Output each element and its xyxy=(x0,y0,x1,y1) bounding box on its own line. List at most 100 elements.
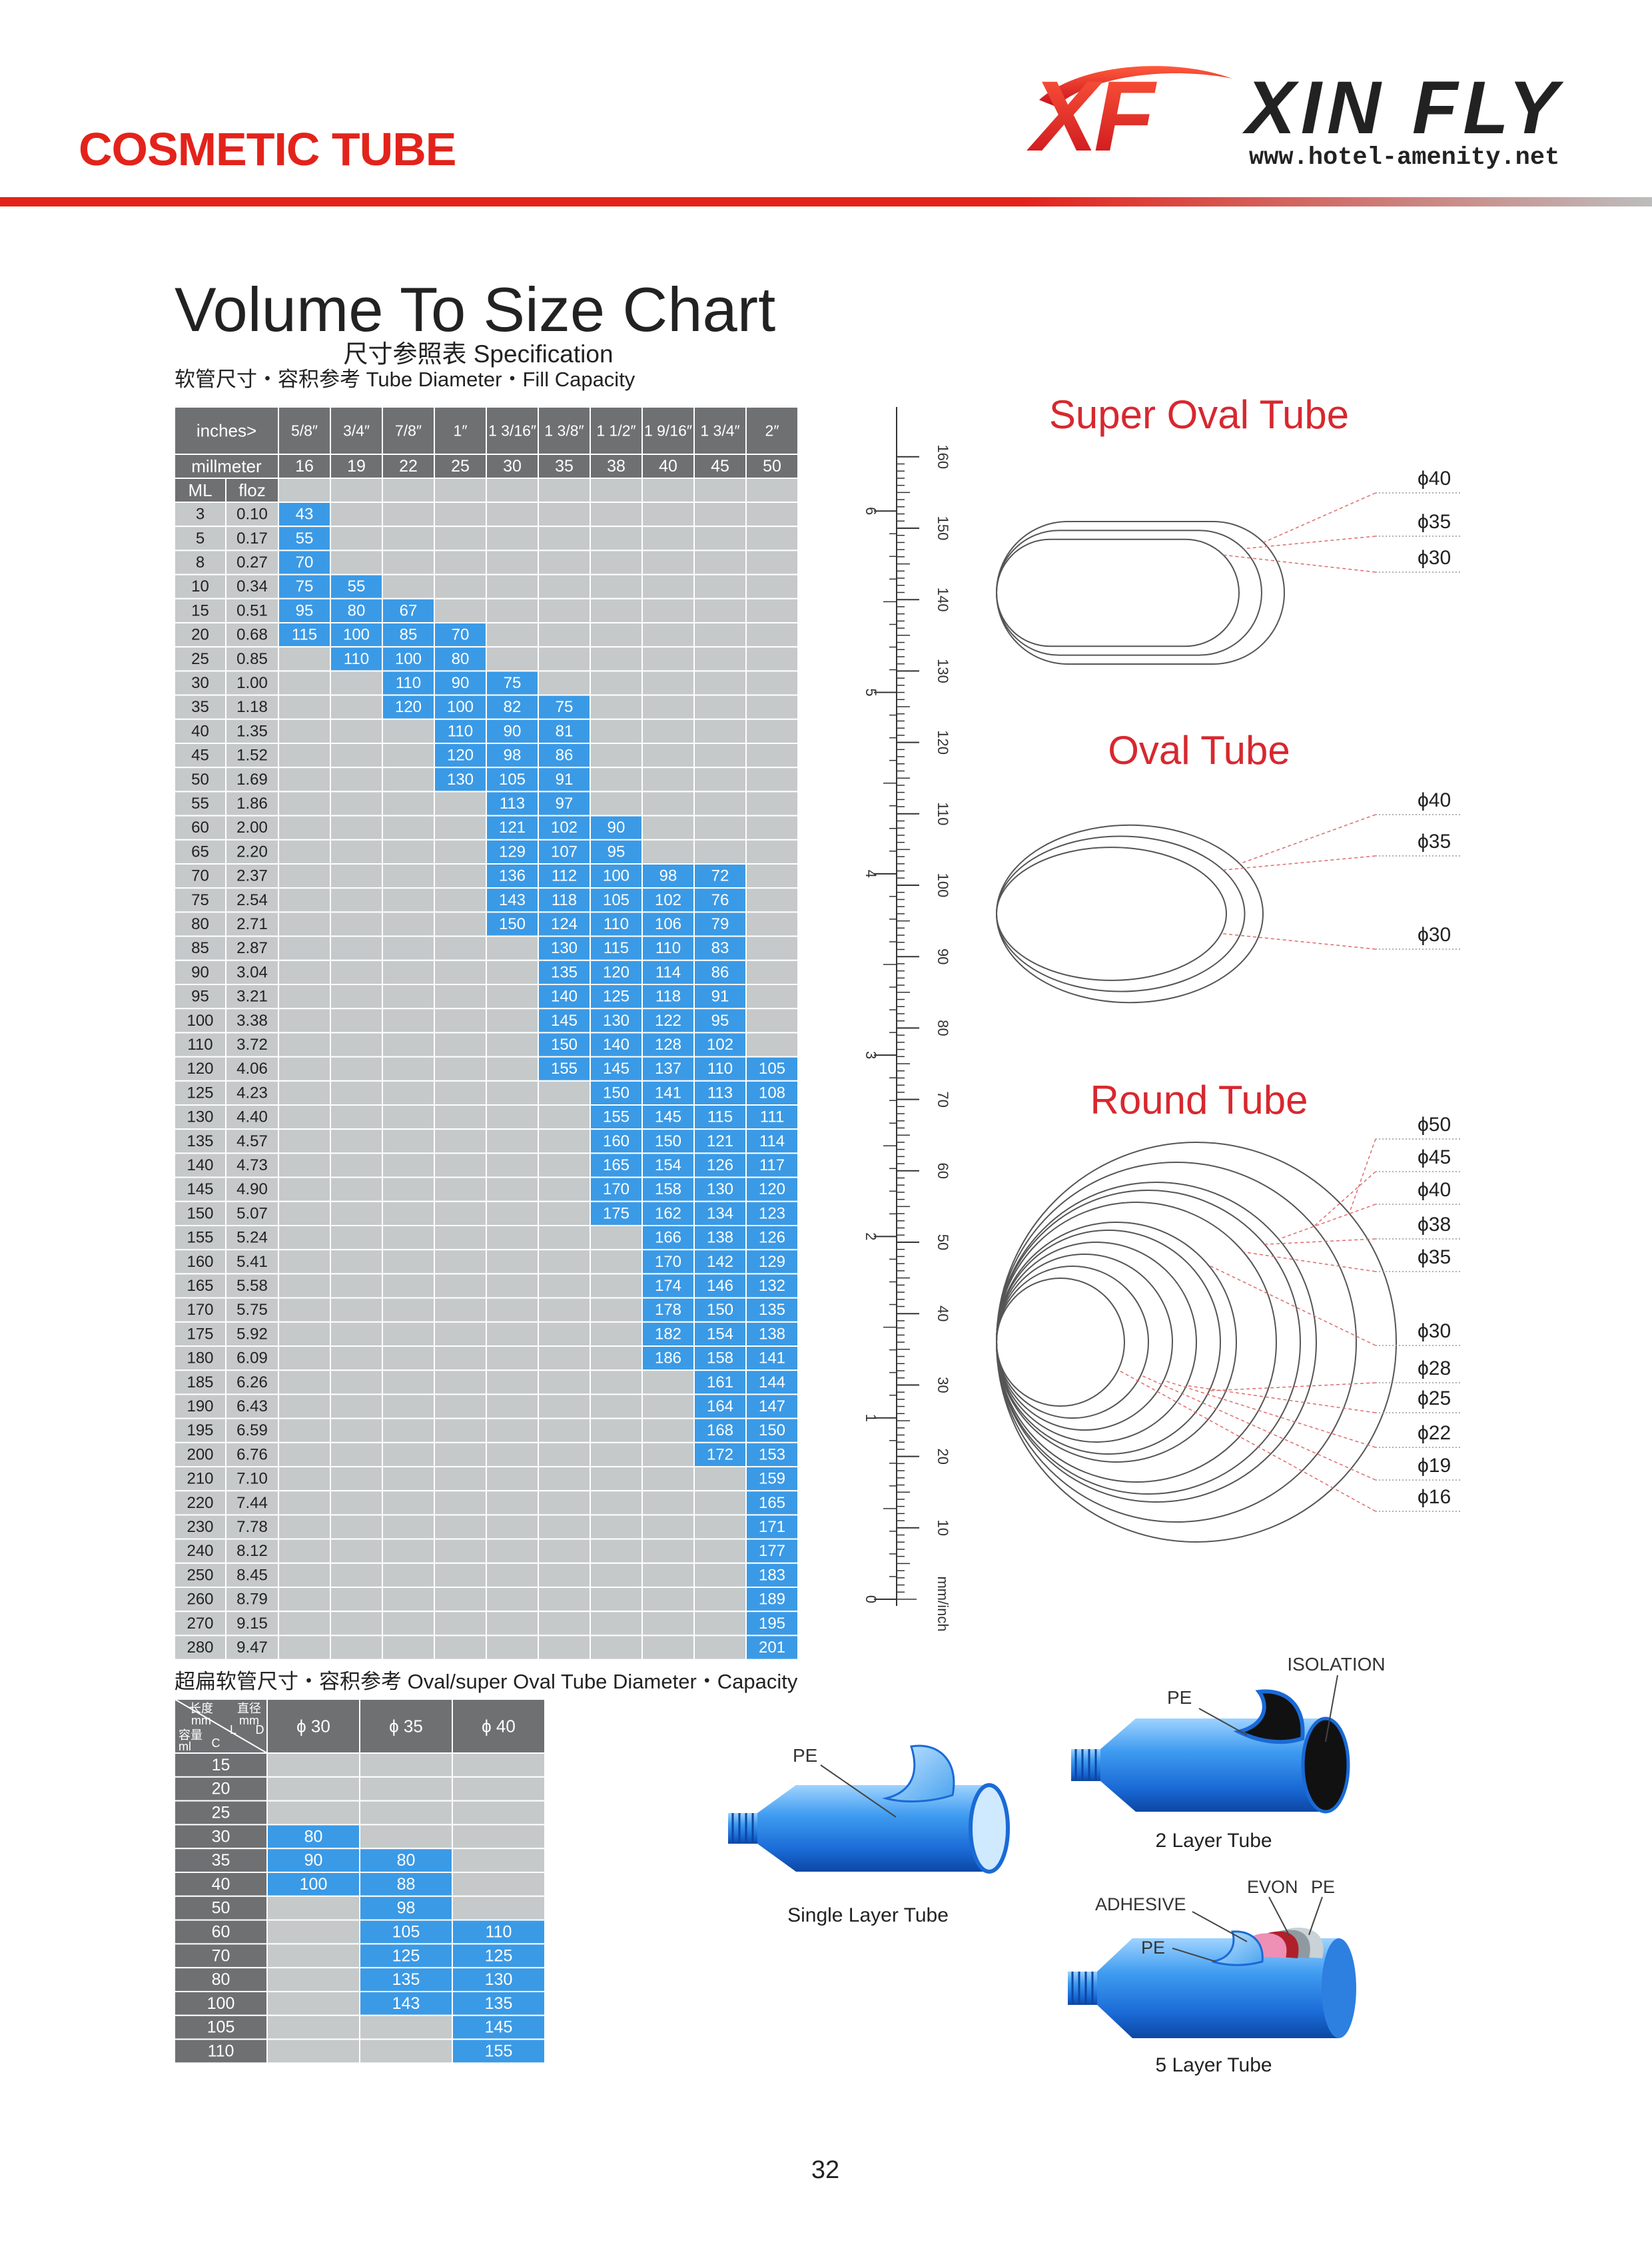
capacity-cell: 95 xyxy=(296,601,314,619)
capacity-cell: 128 xyxy=(655,1036,681,1054)
table-cell xyxy=(382,573,435,599)
table-cell xyxy=(266,1776,360,1802)
table-cell xyxy=(266,1872,360,1897)
leader-line xyxy=(1163,1379,1376,1448)
table-cell xyxy=(174,1080,226,1106)
table-cell xyxy=(538,1611,591,1637)
capacity-cell: 143 xyxy=(392,1994,420,2013)
table-cell xyxy=(486,1393,539,1419)
table-cell xyxy=(745,646,799,672)
table-cell xyxy=(278,478,331,503)
table-cell xyxy=(538,935,591,961)
capacity-cell: 182 xyxy=(655,1325,681,1343)
table-cell xyxy=(330,911,383,937)
table-cell xyxy=(278,791,331,817)
capacity-cell: 113 xyxy=(500,795,525,813)
table-cell xyxy=(278,694,331,720)
table-cell xyxy=(174,597,226,623)
floz-cell: 6.76 xyxy=(236,1445,268,1463)
table-cell xyxy=(174,1635,226,1661)
ruler-mm-label: 20 xyxy=(935,1448,951,1464)
ml-cell: 80 xyxy=(212,1970,230,1989)
leader-line xyxy=(1348,1138,1376,1214)
table-cell xyxy=(693,597,747,623)
table-cell xyxy=(434,597,487,623)
table-cell xyxy=(266,1824,360,1850)
capacity-cell: 86 xyxy=(711,963,729,981)
table-cell xyxy=(745,935,799,961)
chart-title: Volume To Size Chart xyxy=(175,274,775,344)
table-cell xyxy=(538,573,591,599)
table-cell xyxy=(434,911,487,937)
table-cell xyxy=(359,2014,453,2040)
capacity-cell: 98 xyxy=(504,747,522,765)
ml-cell: 150 xyxy=(187,1204,213,1222)
layer-label: PE xyxy=(1167,1687,1192,1708)
floz-cell: 5.75 xyxy=(236,1301,268,1319)
capacity-cell: 159 xyxy=(759,1470,785,1488)
tube-diagram: Super Oval Tube ϕ40 ϕ35 ϕ30 xyxy=(996,392,1460,665)
ml-cell: 35 xyxy=(212,1851,230,1870)
table-cell xyxy=(278,1104,331,1130)
diameter-label: ϕ25 xyxy=(1418,1387,1451,1409)
ruler-inch-label: 1 xyxy=(863,1414,879,1422)
table-cell xyxy=(693,670,747,696)
floz-cell: 6.59 xyxy=(236,1421,268,1439)
table-cell xyxy=(486,1128,539,1154)
ml-cell: 180 xyxy=(187,1349,213,1367)
table-cell xyxy=(452,1776,546,1802)
table-cell xyxy=(278,1490,331,1516)
table-cell xyxy=(225,1441,279,1468)
table-cell xyxy=(590,1635,643,1661)
table-cell xyxy=(693,1538,747,1564)
diameter-label: ϕ40 xyxy=(1418,468,1451,490)
round-outline xyxy=(996,1202,1277,1483)
capacity-cell: 130 xyxy=(551,939,578,957)
table-cell xyxy=(382,887,435,913)
table-cell xyxy=(278,1080,331,1106)
table-cell xyxy=(693,550,747,575)
capacity-cell: 123 xyxy=(759,1204,785,1222)
table-cell xyxy=(745,1225,799,1251)
tube-flap xyxy=(882,1744,955,1803)
leader-line xyxy=(820,1764,897,1818)
capacity-cell: 98 xyxy=(659,867,677,885)
table-cell xyxy=(538,839,591,865)
column-millimeter: 30 xyxy=(503,457,522,476)
table-cell xyxy=(538,1297,591,1323)
table-cell xyxy=(641,1369,695,1395)
ml-cell: 50 xyxy=(212,1899,230,1918)
ml-cell: 70 xyxy=(191,867,209,885)
capacity-cell: 100 xyxy=(447,698,474,716)
capacity-cell: 155 xyxy=(485,2042,513,2061)
table-cell xyxy=(225,1345,279,1371)
table-cell xyxy=(641,670,695,696)
tube-end xyxy=(1301,1716,1350,1814)
ruler-mm-label: 110 xyxy=(935,802,951,825)
table-cell xyxy=(278,1514,331,1540)
table-cell xyxy=(278,839,331,865)
table-cell xyxy=(590,573,643,599)
floz-cell: 5.07 xyxy=(236,1204,268,1222)
capacity-cell: 102 xyxy=(655,891,681,909)
table-cell xyxy=(382,526,435,552)
table-cell xyxy=(590,1128,643,1154)
table-cell xyxy=(174,1176,226,1202)
table-cell xyxy=(174,1393,226,1419)
ml-cell: 100 xyxy=(187,1012,213,1030)
table-cell xyxy=(590,911,643,937)
table-cell xyxy=(745,1538,799,1564)
table-cell xyxy=(278,1128,331,1154)
table-cell xyxy=(382,1273,435,1299)
capacity-cell: 91 xyxy=(711,988,729,1006)
table-cell xyxy=(538,1104,591,1130)
table-cell xyxy=(486,1249,539,1275)
ml-cell: 120 xyxy=(187,1060,213,1078)
capacity-cell: 81 xyxy=(556,722,574,740)
table-cell xyxy=(538,1538,591,1564)
table-cell xyxy=(266,1919,360,1945)
table-cell xyxy=(434,526,487,552)
table-cell xyxy=(382,550,435,575)
table-cell xyxy=(745,1249,799,1275)
